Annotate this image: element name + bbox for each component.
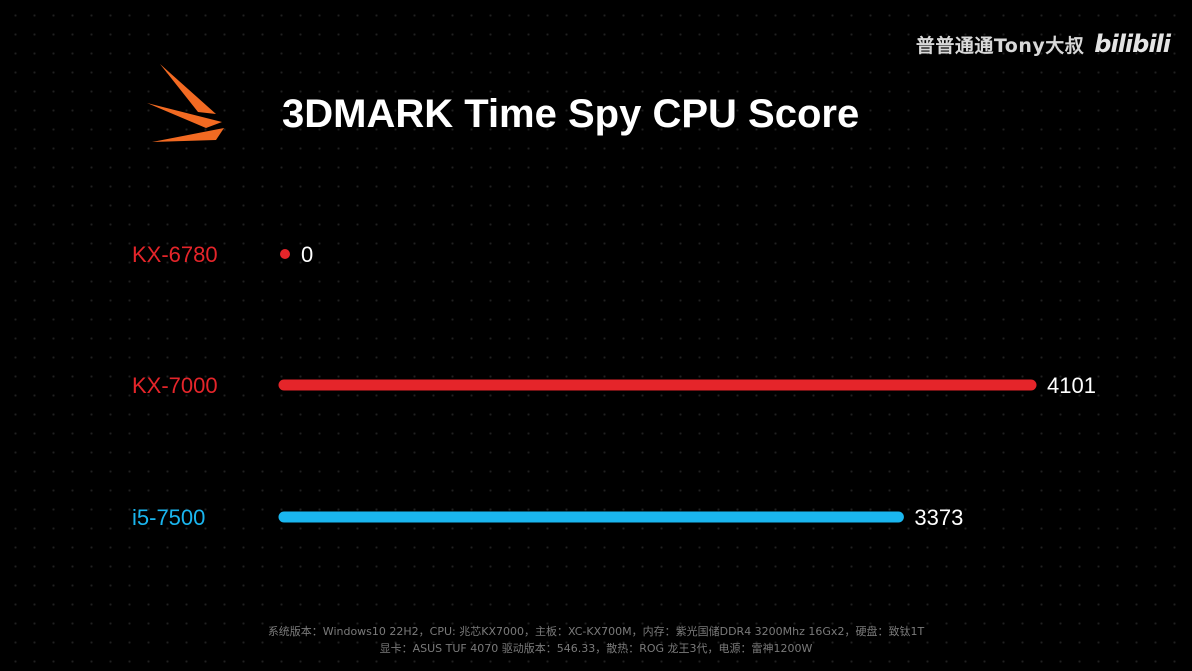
category-label: KX-7000 [132,373,218,398]
category-label: KX-6780 [132,242,218,267]
bilibili-logo-icon: bilibili [1094,30,1171,58]
footer-spec-line-2: 显卡：ASUS TUF 4070 驱动版本：546.33，散热：ROG 龙王3代… [379,642,813,655]
watermark: 普普通通Tony大叔 bilibili [915,30,1171,58]
value-label: 0 [301,242,313,267]
value-label: 4101 [1047,373,1096,398]
value-label: 3373 [914,505,963,530]
category-label: i5-7500 [132,505,205,530]
bar [280,249,290,259]
chart-title: 3DMARK Time Spy CPU Score [282,92,860,136]
3dmark-logo-icon [147,64,224,142]
footer-spec-line-1: 系统版本：Windows10 22H2，CPU: 兆芯KX7000，主板：XC-… [267,625,925,638]
watermark-text: 普普通通Tony大叔 [915,34,1085,57]
